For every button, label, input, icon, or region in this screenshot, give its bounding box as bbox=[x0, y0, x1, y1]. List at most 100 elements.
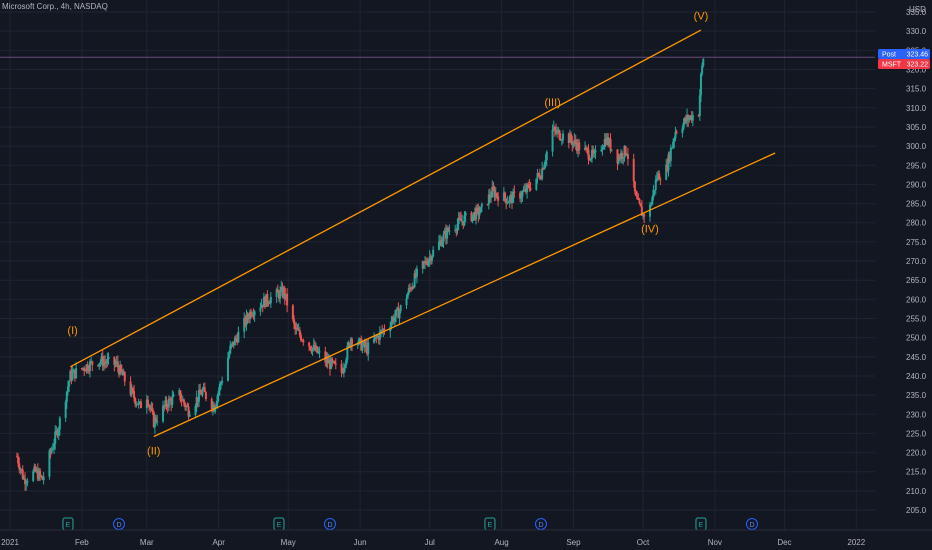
y-tick-label: 215.0 bbox=[906, 468, 927, 477]
candle-body bbox=[162, 405, 165, 422]
y-tick-label: 300.0 bbox=[906, 142, 927, 151]
candle-body bbox=[652, 190, 655, 198]
candle-body bbox=[440, 240, 443, 247]
candle-body bbox=[361, 344, 364, 351]
candle-body bbox=[346, 345, 349, 360]
candle-body bbox=[674, 131, 677, 139]
candle-body bbox=[523, 188, 526, 191]
candle-body bbox=[443, 230, 446, 235]
candle-body bbox=[373, 338, 376, 343]
candle-body bbox=[40, 475, 43, 477]
candle-body bbox=[665, 164, 668, 180]
candle-body bbox=[130, 388, 133, 395]
candle-body bbox=[543, 164, 546, 170]
candle-body bbox=[236, 338, 239, 343]
candle-body bbox=[632, 158, 635, 182]
candle-body bbox=[267, 302, 270, 304]
candle-body bbox=[476, 207, 479, 209]
candle-body bbox=[475, 207, 478, 220]
wave-label: (II) bbox=[147, 446, 160, 458]
candle-body bbox=[341, 372, 344, 374]
candle-body bbox=[298, 330, 301, 336]
candle-body bbox=[699, 73, 702, 96]
candle-body bbox=[633, 181, 636, 192]
candle-body bbox=[536, 173, 539, 179]
candle-body bbox=[681, 128, 684, 134]
candle-body bbox=[512, 191, 515, 203]
candle-body bbox=[442, 234, 445, 242]
candle-body bbox=[684, 117, 687, 122]
candle-body bbox=[552, 127, 555, 130]
candle-body bbox=[577, 142, 580, 152]
candle-body bbox=[375, 336, 378, 338]
candle-body bbox=[133, 391, 136, 399]
candle-body bbox=[412, 286, 415, 288]
y-tick-label: 290.0 bbox=[906, 180, 927, 189]
candle-body bbox=[473, 212, 476, 220]
candle-body bbox=[216, 395, 219, 404]
candle-body bbox=[697, 115, 700, 117]
candle-body bbox=[180, 400, 183, 402]
candle-body bbox=[568, 134, 571, 143]
price-badge bbox=[878, 59, 930, 69]
candle-body bbox=[325, 358, 328, 363]
candle-body bbox=[261, 304, 264, 308]
candle-body bbox=[218, 383, 221, 391]
candle-body bbox=[553, 127, 556, 131]
candle-body bbox=[75, 368, 78, 379]
candle-body bbox=[302, 340, 305, 343]
candle-body bbox=[505, 198, 508, 204]
candle-body bbox=[617, 156, 620, 164]
candle-body bbox=[607, 137, 610, 146]
candle-body bbox=[585, 147, 588, 149]
candle-body bbox=[636, 195, 639, 200]
candle-body bbox=[265, 294, 268, 307]
candle-body bbox=[85, 364, 88, 372]
candle-body bbox=[497, 195, 500, 201]
candle-body bbox=[64, 401, 67, 418]
x-tick-label: May bbox=[281, 538, 296, 547]
wave-label: (IV) bbox=[641, 223, 659, 235]
candle-body bbox=[237, 331, 240, 343]
price-badge-label: Post bbox=[882, 52, 896, 59]
candle-body bbox=[427, 260, 430, 265]
candle-body bbox=[544, 159, 547, 165]
x-tick-label: 2022 bbox=[847, 538, 865, 547]
candle-body bbox=[168, 399, 171, 401]
y-tick-label: 205.0 bbox=[906, 506, 927, 515]
candle-body bbox=[415, 268, 418, 277]
candle-body bbox=[182, 399, 185, 404]
candle-body bbox=[196, 397, 199, 402]
candle-body bbox=[408, 287, 411, 289]
candle-body bbox=[643, 214, 646, 217]
candle-body bbox=[558, 130, 561, 140]
candle-body bbox=[90, 361, 93, 363]
candle-body bbox=[690, 115, 693, 121]
candle-body bbox=[148, 405, 151, 407]
candle-body bbox=[462, 221, 465, 225]
candle-body bbox=[477, 207, 480, 216]
candle-body bbox=[41, 476, 44, 481]
x-tick-label: Sep bbox=[566, 538, 581, 547]
candle-body bbox=[625, 154, 628, 156]
candle-body bbox=[123, 372, 126, 382]
candle-body bbox=[32, 471, 35, 481]
candle-body bbox=[654, 179, 657, 190]
y-tick-label: 240.0 bbox=[906, 372, 927, 381]
candle-body bbox=[138, 401, 141, 403]
candle-body bbox=[653, 189, 656, 191]
candle-body bbox=[340, 363, 343, 373]
candle-body bbox=[594, 150, 597, 153]
candle-body bbox=[669, 148, 672, 161]
candle-body bbox=[252, 315, 255, 317]
candle-body bbox=[520, 196, 523, 199]
candle-body bbox=[609, 139, 612, 151]
candle-body bbox=[682, 122, 685, 129]
y-tick-label: 270.0 bbox=[906, 257, 927, 266]
candle-body bbox=[507, 202, 510, 204]
candle-body bbox=[136, 403, 139, 405]
candle-body bbox=[687, 115, 690, 121]
candle-body bbox=[228, 353, 231, 358]
candle-body bbox=[494, 193, 497, 198]
